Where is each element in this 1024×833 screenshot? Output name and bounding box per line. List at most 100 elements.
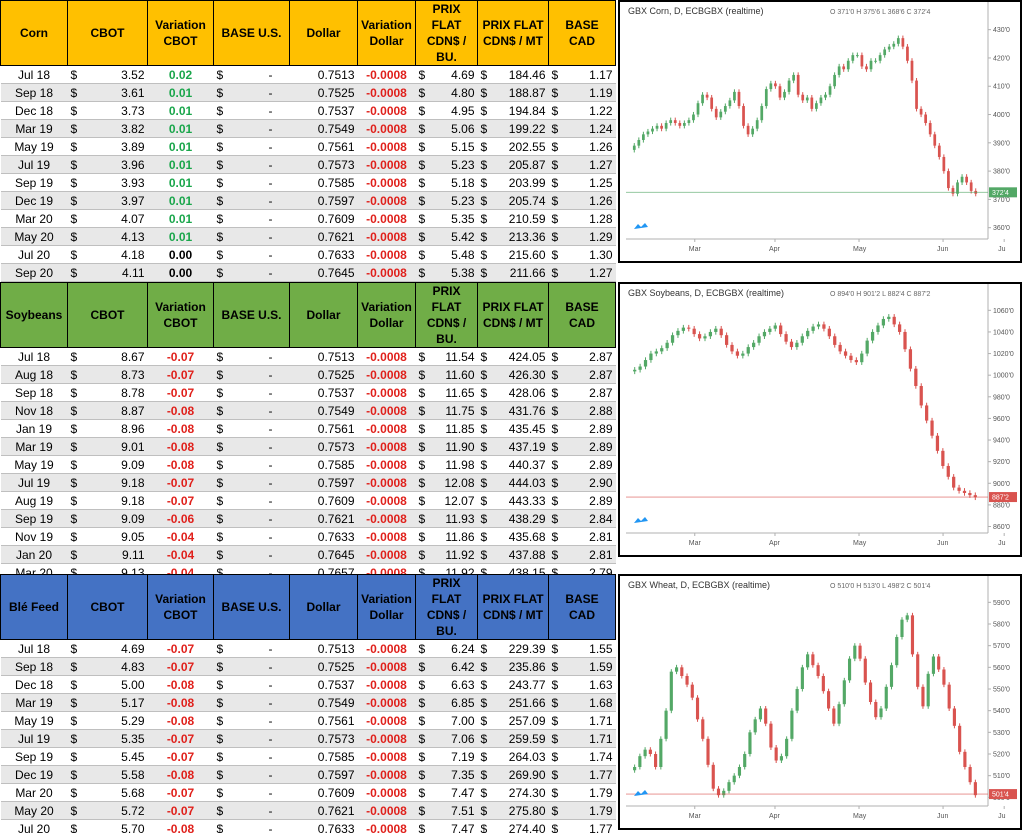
- candle-body: [951, 188, 955, 194]
- cbot-value: $3.73: [71, 104, 145, 118]
- base-cad-value: $1.59: [552, 660, 613, 674]
- currency-symbol: $: [418, 421, 426, 436]
- variation-dollar-cell: -0.0008: [357, 491, 416, 510]
- base-us-dash: -: [268, 493, 273, 508]
- base-us-cell: $ -: [213, 365, 290, 384]
- dollar-cell: 0.7561: [289, 711, 358, 730]
- base-cad-value: $2.88: [552, 404, 613, 418]
- cbot-cell: $9.18: [67, 491, 148, 510]
- candle-body: [915, 80, 918, 109]
- currency-symbol: $: [480, 247, 488, 262]
- prix-bu-number: 7.00: [451, 713, 475, 728]
- variation-dollar-cell: -0.0008: [357, 639, 416, 658]
- base-cad-cell: $1.29: [548, 227, 616, 246]
- base-cad-cell: $1.26: [548, 137, 616, 156]
- cbot-cell: $9.09: [67, 455, 148, 474]
- prix-mt-value: $437.19: [481, 440, 546, 454]
- prix-bu-header: PRIX FLAT CDN$ / BU.: [415, 574, 478, 640]
- prix-mt-number: 437.88: [508, 547, 546, 562]
- candle-body: [779, 756, 783, 761]
- base-cad-cell: $2.87: [548, 347, 616, 366]
- currency-symbol: $: [70, 565, 78, 580]
- month-cell: Dec 18: [0, 675, 68, 694]
- variation-cbot-cell: -0.07: [147, 473, 214, 492]
- cbot-cell: $4.13: [67, 227, 148, 246]
- x-tick-label: Ju: [998, 540, 1006, 547]
- header-line: PRIX FLAT: [482, 300, 544, 314]
- variation-cbot-cell: 0.01: [147, 209, 214, 228]
- candle-body: [659, 738, 663, 767]
- currency-symbol: $: [70, 157, 78, 172]
- candle-body: [968, 767, 972, 783]
- table-row: Jul 18 $8.67 -0.07 $ -0.7513 -0.0008 $11.54 $42…: [0, 347, 616, 366]
- prix-bu-value: $4.69: [419, 68, 475, 82]
- candle-body: [633, 369, 637, 372]
- base-cad-number: 2.88: [589, 403, 613, 418]
- table-row: Jan 19 $8.96 -0.08 $ -0.7561 -0.0008 $11.85 $43…: [0, 419, 616, 438]
- prix-mt-value: $428.06: [481, 386, 546, 400]
- cbot-value: $9.18: [71, 494, 145, 508]
- wheat-chart[interactable]: GBX Wheat, D, ECBGBX (realtime) O 510'0 H…: [618, 574, 1022, 830]
- cbot-value: $5.45: [71, 750, 145, 764]
- base-cad-number: 2.90: [589, 475, 613, 490]
- last-price-label: 501'4: [992, 792, 1009, 799]
- currency-symbol: $: [480, 511, 488, 526]
- prix-mt-cell: $435.68: [477, 527, 549, 546]
- base-us-cell: $ -: [213, 657, 290, 676]
- currency-symbol: $: [551, 767, 559, 782]
- candle-body: [746, 347, 750, 354]
- base-cad-number: 2.87: [589, 367, 613, 382]
- prix-mt-cell: $269.90: [477, 765, 549, 784]
- corn-chart[interactable]: GBX Corn, D, ECBGBX (realtime) O 371'0 H …: [618, 0, 1022, 263]
- candle-body: [674, 667, 679, 672]
- table-row: Sep 19 $3.93 0.01 $ -0.7585 -0.0008 $5.18 $203.…: [0, 173, 616, 192]
- variation-cbot-cell: -0.08: [147, 437, 214, 456]
- prix-mt-cell: $205.74: [477, 191, 549, 210]
- currency-symbol: $: [216, 457, 224, 472]
- variation-cbot-header: Variation CBOT: [147, 0, 214, 66]
- prix-mt-value: $205.87: [481, 158, 546, 172]
- prix-mt-number: 213.36: [508, 229, 546, 244]
- currency-symbol: $: [216, 175, 224, 190]
- candle-body: [757, 336, 761, 343]
- dollar-cell: 0.7621: [289, 801, 358, 820]
- base-us-dash: -: [268, 821, 273, 833]
- prix-bu-value: $5.15: [419, 140, 475, 154]
- soybeans-chart[interactable]: GBX Soybeans, D, ECBGBX (realtime) O 894'…: [618, 282, 1022, 557]
- currency-symbol: $: [418, 547, 426, 562]
- prix-mt-number: 269.90: [508, 767, 546, 782]
- currency-symbol: $: [480, 403, 488, 418]
- currency-symbol: $: [418, 713, 426, 728]
- base-cad-cell: $2.87: [548, 365, 616, 384]
- base-us-cell: $ -: [213, 65, 290, 84]
- month-cell: May 19: [0, 711, 68, 730]
- base-us-cell: $ -: [213, 83, 290, 102]
- header-line: CDN$ / MT: [483, 34, 543, 48]
- prix-bu-number: 7.06: [451, 731, 475, 746]
- base-us-value: $ -: [217, 386, 287, 400]
- candle-body: [708, 331, 713, 337]
- variation-cbot-cell: 0.00: [147, 263, 214, 282]
- currency-symbol: $: [551, 385, 559, 400]
- variation-cbot-cell: -0.08: [147, 419, 214, 438]
- header-line: Variation: [155, 300, 206, 314]
- cbot-value: $5.58: [71, 768, 145, 782]
- y-tick-label: 390'0: [993, 140, 1010, 147]
- currency-symbol: $: [418, 493, 426, 508]
- cbot-cell: $9.05: [67, 527, 148, 546]
- base-us-dash: -: [268, 103, 273, 118]
- prix-bu-number: 5.48: [451, 247, 475, 262]
- cbot-cell: $5.72: [67, 801, 148, 820]
- prix-mt-value: $443.33: [481, 494, 546, 508]
- wheat-header-row: Blé Feed CBOT Variation CBOT BASE U.S. Do…: [0, 574, 616, 640]
- prix-bu-cell: $11.93: [415, 509, 478, 528]
- prix-bu-header: PRIX FLAT CDN$ / BU.: [415, 282, 478, 348]
- currency-symbol: $: [70, 529, 78, 544]
- header-line: CBOT: [163, 316, 198, 330]
- variation-dollar-cell: -0.0008: [357, 675, 416, 694]
- dollar-cell: 0.7513: [289, 347, 358, 366]
- x-tick-label: May: [853, 813, 867, 820]
- currency-symbol: $: [480, 493, 488, 508]
- table-row: Dec 18 $5.00 -0.08 $ -0.7537 -0.0008 $6.63 $243…: [0, 675, 616, 694]
- candle-body: [822, 324, 826, 329]
